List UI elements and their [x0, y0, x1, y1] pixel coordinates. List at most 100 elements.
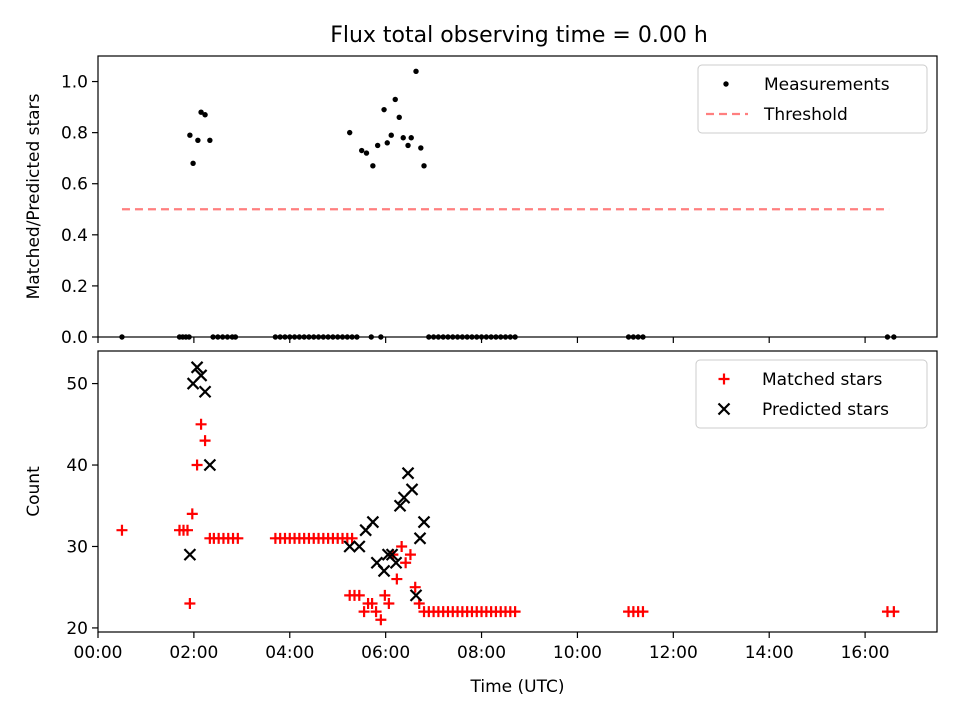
data-point — [358, 606, 370, 618]
data-point — [232, 532, 244, 544]
data-point — [198, 109, 204, 115]
data-point — [287, 334, 293, 340]
data-point — [374, 142, 381, 149]
data-point — [391, 573, 403, 585]
data-point — [450, 334, 456, 340]
legend-label: Predicted stars — [762, 400, 889, 420]
data-point — [385, 548, 399, 561]
data-point — [393, 499, 407, 513]
chart-title: Flux total observing time = 0.00 h — [330, 23, 708, 48]
data-point — [421, 163, 427, 169]
data-point — [190, 361, 204, 374]
x-tick-label: 08:00 — [457, 643, 506, 663]
data-point — [474, 334, 480, 340]
data-point — [469, 334, 475, 340]
data-point — [512, 334, 518, 340]
data-point — [354, 334, 360, 340]
data-point — [368, 334, 374, 340]
data-point — [119, 334, 125, 340]
data-point — [509, 606, 521, 618]
data-point — [366, 597, 378, 609]
x-tick-label: 00:00 — [74, 643, 123, 663]
data-point — [396, 114, 402, 121]
data-point — [413, 68, 419, 75]
count-panel: 00:00 02:00 04:00 06:00 08:00 10:00 12:00 14:00… — [24, 350, 938, 697]
data-point — [375, 614, 387, 626]
data-point — [219, 334, 226, 340]
data-point — [459, 334, 466, 340]
data-point — [320, 334, 327, 340]
data-point — [349, 334, 355, 340]
data-point — [389, 556, 403, 570]
x-tick-label: 06:00 — [361, 643, 410, 663]
data-point — [315, 334, 322, 340]
data-point — [116, 524, 128, 536]
data-point — [353, 540, 366, 553]
data-point — [381, 106, 387, 113]
data-point — [400, 135, 406, 141]
data-point — [370, 606, 382, 618]
data-point — [637, 606, 649, 618]
y-tick-label: 20 — [66, 619, 88, 639]
data-point — [325, 334, 331, 340]
data-point — [198, 385, 212, 399]
data-point — [388, 132, 394, 138]
data-point — [454, 334, 461, 340]
data-point — [186, 334, 192, 340]
data-point — [377, 564, 391, 578]
data-point — [392, 96, 398, 103]
data-point — [311, 334, 317, 340]
x-tick-label: 16:00 — [841, 643, 890, 663]
axes-frame — [97, 350, 938, 633]
y-tick-label: 40 — [66, 456, 88, 476]
y-tick-label: 1.0 — [61, 73, 88, 93]
data-point — [401, 466, 415, 480]
legend-swatch — [717, 402, 731, 416]
x-tick-label: 14:00 — [745, 643, 794, 663]
data-point — [181, 524, 193, 536]
data-point — [493, 334, 499, 340]
data-point — [884, 334, 891, 340]
data-point — [195, 137, 201, 143]
ratio-panel: 0.0 0.2 0.4 0.6 0.8 1.0 Matched/Predicted star… — [24, 55, 938, 348]
y-tick-label: 30 — [66, 537, 88, 557]
x-tick-label: 12:00 — [649, 643, 698, 663]
y-axis-label: Count — [24, 466, 44, 517]
data-point — [418, 145, 424, 151]
data-point — [888, 606, 900, 618]
data-point — [483, 334, 490, 340]
data-point — [378, 334, 384, 340]
data-point — [635, 334, 641, 340]
y-axis-label: Matched/Predicted stars — [24, 93, 44, 299]
y-tick-label: 0.2 — [61, 277, 88, 297]
data-point — [400, 557, 412, 569]
x-axis-label: Time (UTC) — [470, 677, 565, 697]
data-point — [306, 334, 312, 340]
x-tick-label: 10:00 — [553, 643, 602, 663]
x-tick-label: 02:00 — [169, 643, 218, 663]
data-point — [296, 334, 303, 340]
series-measurements — [119, 68, 897, 340]
data-point — [405, 483, 419, 496]
data-point — [396, 540, 408, 552]
data-point — [330, 334, 336, 340]
data-point — [191, 459, 203, 471]
data-point — [343, 540, 356, 553]
data-point — [408, 135, 414, 141]
data-point — [464, 334, 470, 340]
data-point — [404, 549, 416, 561]
data-point — [210, 334, 216, 340]
data-point — [202, 112, 208, 118]
data-point — [199, 435, 211, 447]
data-point — [379, 589, 391, 601]
legend-swatch — [718, 373, 730, 385]
data-point — [625, 334, 632, 340]
data-point — [277, 334, 283, 340]
data-point — [194, 369, 208, 382]
data-point — [498, 334, 504, 340]
y-tick-label: 0.6 — [61, 175, 88, 195]
data-point — [507, 334, 514, 340]
data-point — [187, 132, 193, 138]
data-point — [203, 458, 217, 472]
data-point — [370, 163, 376, 169]
